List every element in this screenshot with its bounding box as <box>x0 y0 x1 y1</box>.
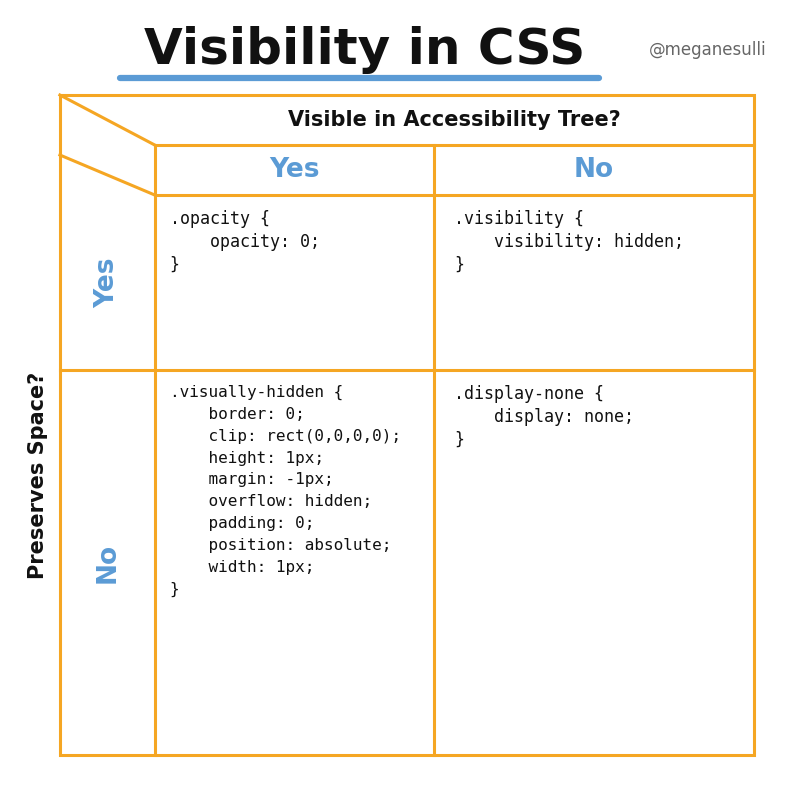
Text: position: absolute;: position: absolute; <box>170 538 391 553</box>
Text: .display-none {: .display-none { <box>454 385 604 403</box>
Text: clip: rect(0,0,0,0);: clip: rect(0,0,0,0); <box>170 429 401 444</box>
Text: }: } <box>454 256 464 274</box>
Text: opacity: 0;: opacity: 0; <box>170 233 320 250</box>
Text: }: } <box>170 582 179 597</box>
Text: overflow: hidden;: overflow: hidden; <box>170 494 372 510</box>
Text: @meganesulli: @meganesulli <box>649 41 766 59</box>
Text: .opacity {: .opacity { <box>170 210 270 228</box>
Text: No: No <box>94 542 120 582</box>
Text: margin: -1px;: margin: -1px; <box>170 472 334 487</box>
Text: display: none;: display: none; <box>454 408 634 426</box>
Text: No: No <box>574 157 614 183</box>
Text: .visually-hidden {: .visually-hidden { <box>170 385 343 400</box>
Text: Yes: Yes <box>270 157 320 183</box>
Text: height: 1px;: height: 1px; <box>170 450 324 466</box>
Text: Yes: Yes <box>94 258 120 308</box>
Text: }: } <box>454 430 464 449</box>
Text: Visible in Accessibility Tree?: Visible in Accessibility Tree? <box>288 110 621 130</box>
Text: Preserves Space?: Preserves Space? <box>28 371 48 578</box>
Text: width: 1px;: width: 1px; <box>170 560 314 574</box>
Text: }: } <box>170 256 180 274</box>
Text: Visibility in CSS: Visibility in CSS <box>144 26 585 74</box>
Text: .visibility {: .visibility { <box>454 210 584 228</box>
Text: visibility: hidden;: visibility: hidden; <box>454 233 684 250</box>
Text: border: 0;: border: 0; <box>170 407 305 422</box>
FancyBboxPatch shape <box>60 95 754 755</box>
Text: padding: 0;: padding: 0; <box>170 516 314 531</box>
